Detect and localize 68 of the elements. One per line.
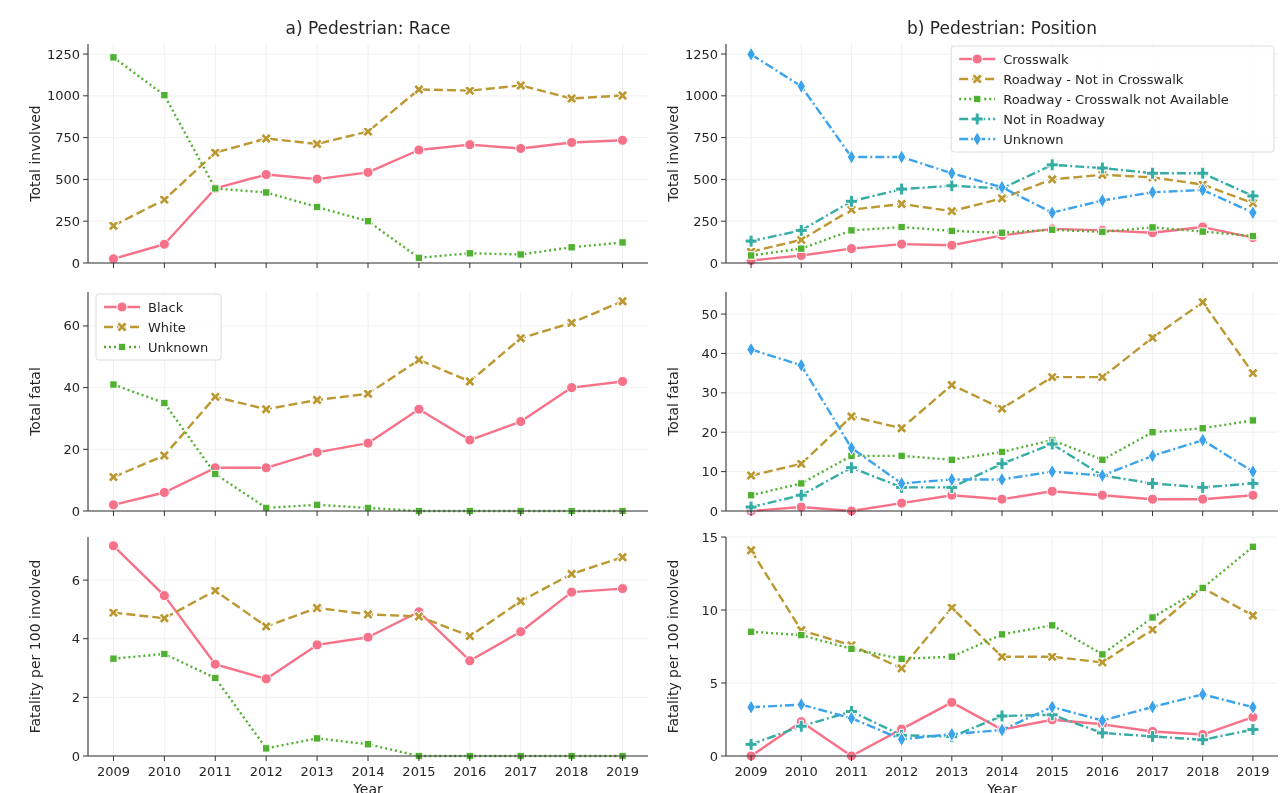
chart-title: b) Pedestrian: Position (907, 18, 1097, 38)
x-tick-label: 2015 (402, 764, 436, 779)
y-tick-label: 250 (693, 213, 718, 229)
legend-label: White (148, 319, 186, 335)
x-tick-label: 2015 (1035, 764, 1069, 779)
x-tick-label: 2018 (555, 764, 589, 779)
legend-label: Unknown (148, 339, 209, 355)
y-tick-label: 40 (63, 380, 80, 396)
legend-label: Roadway - Crosswalk not Available (1003, 91, 1229, 107)
y-tick-label: 2 (71, 689, 80, 705)
y-tick-label: 20 (701, 424, 718, 440)
x-tick-label: 2016 (1085, 764, 1119, 779)
legend-label: Not in Roadway (1003, 111, 1106, 127)
y-tick-label: 250 (55, 213, 80, 229)
x-tick-label: 2011 (834, 764, 868, 779)
y-tick-label: 60 (63, 318, 80, 334)
y-axis-title: Total fatal (665, 367, 681, 437)
y-axis-title: Fatality per 100 involved (27, 559, 43, 734)
x-tick-label: 2012 (885, 764, 919, 779)
y-tick-label: 0 (709, 503, 718, 519)
y-tick-label: 10 (701, 602, 718, 618)
y-tick-label: 1250 (46, 46, 80, 62)
x-tick-label: 2013 (300, 764, 334, 779)
y-tick-label: 0 (71, 503, 80, 519)
legend-label: Crosswalk (1003, 51, 1070, 67)
y-tick-label: 4 (71, 631, 80, 647)
y-tick-label: 0 (71, 255, 80, 271)
legend-label: Black (148, 299, 184, 315)
y-tick-label: 750 (693, 130, 718, 146)
y-tick-label: 6 (71, 572, 80, 588)
x-tick-label: 2009 (734, 764, 768, 779)
x-tick-label: 2010 (784, 764, 818, 779)
y-tick-label: 50 (701, 306, 718, 322)
x-tick-label: 2019 (1236, 764, 1270, 779)
y-tick-label: 30 (701, 385, 718, 401)
y-tick-label: 0 (71, 748, 80, 764)
x-tick-label: 2009 (96, 764, 130, 779)
y-tick-label: 0 (709, 748, 718, 764)
x-tick-label: 2017 (504, 764, 538, 779)
y-tick-label: 40 (701, 345, 718, 361)
y-tick-label: 15 (701, 529, 718, 545)
y-tick-label: 750 (55, 130, 80, 146)
y-tick-label: 0 (709, 255, 718, 271)
x-tick-label: 2010 (147, 764, 181, 779)
legend-label: Unknown (1003, 131, 1064, 147)
x-tick-label: 2011 (198, 764, 232, 779)
x-tick-label: 2019 (606, 764, 640, 779)
y-tick-label: 5 (709, 675, 718, 691)
y-tick-label: 1000 (46, 88, 80, 104)
y-tick-label: 10 (701, 464, 718, 480)
y-axis-title: Total fatal (27, 367, 43, 437)
y-tick-label: 1250 (684, 46, 718, 62)
y-tick-label: 20 (63, 441, 80, 457)
x-tick-label: 2014 (351, 764, 385, 779)
y-axis-title: Total involved (665, 105, 681, 203)
y-axis-title: Fatality per 100 involved (665, 559, 681, 734)
y-tick-label: 500 (55, 171, 80, 187)
chart-title: a) Pedestrian: Race (285, 18, 451, 38)
legend-label: Roadway - Not in Crosswalk (1003, 71, 1184, 87)
x-tick-label: 2018 (1186, 764, 1220, 779)
x-tick-label: 2017 (1136, 764, 1170, 779)
x-tick-label: 2012 (249, 764, 283, 779)
y-tick-label: 1000 (684, 88, 718, 104)
x-tick-label: 2014 (985, 764, 1019, 779)
x-tick-label: 2013 (935, 764, 969, 779)
y-tick-label: 500 (693, 171, 718, 187)
x-tick-label: 2016 (453, 764, 487, 779)
y-axis-title: Total involved (27, 105, 43, 203)
